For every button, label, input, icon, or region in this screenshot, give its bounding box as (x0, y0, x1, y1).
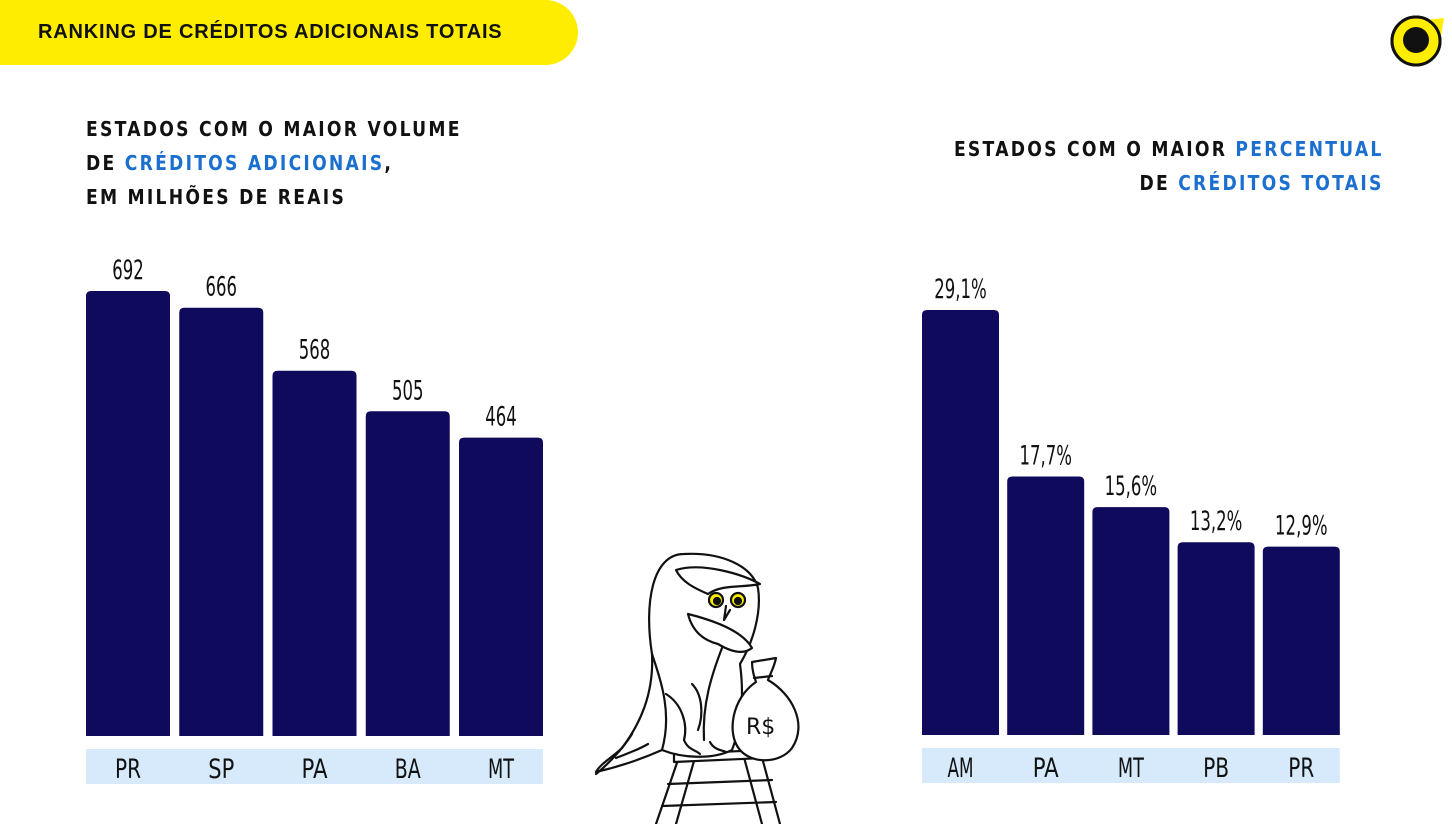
value-label: 568 (299, 335, 331, 366)
value-label: 464 (485, 402, 517, 433)
value-label: 12,9% (1275, 511, 1328, 542)
right-heading-line2-prefix: DE (1139, 171, 1179, 195)
value-label: 13,2% (1190, 506, 1243, 537)
value-label: 15,6% (1105, 471, 1158, 502)
bar-pa (1007, 476, 1085, 735)
bar-pa (272, 370, 357, 736)
category-label: AM (948, 753, 974, 784)
value-label: 17,7% (1019, 440, 1072, 471)
category-label: MT (488, 754, 514, 785)
category-label: PR (1288, 753, 1314, 784)
bar-pb (1177, 542, 1255, 735)
value-label: 505 (392, 375, 424, 406)
bar-sp (179, 307, 264, 736)
left-heading-line3: EM MILHÕES DE REAIS (86, 185, 347, 209)
bar-mt (459, 437, 543, 736)
bar-pr (86, 291, 170, 736)
left-heading-line2-prefix: DE (86, 151, 125, 175)
left-chart-heading: ESTADOS COM O MAIOR VOLUME DE CRÉDITOS A… (86, 112, 462, 214)
category-label: PA (302, 754, 328, 785)
value-label: 29,1% (934, 274, 987, 305)
category-label: SP (208, 754, 234, 785)
left-heading-line1: ESTADOS COM O MAIOR VOLUME (86, 117, 462, 141)
value-label: 692 (112, 255, 144, 286)
value-label: 666 (206, 272, 238, 303)
left-heading-line2-suffix: , (384, 151, 394, 175)
header-banner: RANKING DE CRÉDITOS ADICIONAIS TOTAIS (0, 0, 578, 65)
right-heading-highlight-2: CRÉDITOS TOTAIS (1178, 171, 1384, 195)
money-bag-label: R$ (746, 715, 775, 740)
yellow-eye-logo-icon (1390, 15, 1444, 67)
right-heading-line1-prefix: ESTADOS COM O MAIOR (954, 137, 1236, 161)
left-heading-highlight: CRÉDITOS ADICIONAIS (124, 151, 385, 175)
banner-title: RANKING DE CRÉDITOS ADICIONAIS TOTAIS (38, 21, 503, 43)
bar-ba (365, 411, 450, 736)
category-label: MT (1118, 753, 1144, 784)
category-label: BA (395, 754, 421, 785)
category-band (922, 748, 1340, 783)
right-heading-highlight-1: PERCENTUAL (1235, 137, 1384, 161)
category-label: PB (1203, 753, 1229, 784)
category-band (86, 749, 543, 784)
category-label: PA (1033, 753, 1059, 784)
right-chart-heading: ESTADOS COM O MAIOR PERCENTUAL DE CRÉDIT… (954, 132, 1384, 200)
owl-with-money-bag-icon: R$ (594, 552, 800, 824)
bar-pr (1262, 546, 1340, 735)
category-label: PR (115, 754, 141, 785)
bar-am (922, 310, 999, 735)
bar-mt (1092, 507, 1170, 735)
